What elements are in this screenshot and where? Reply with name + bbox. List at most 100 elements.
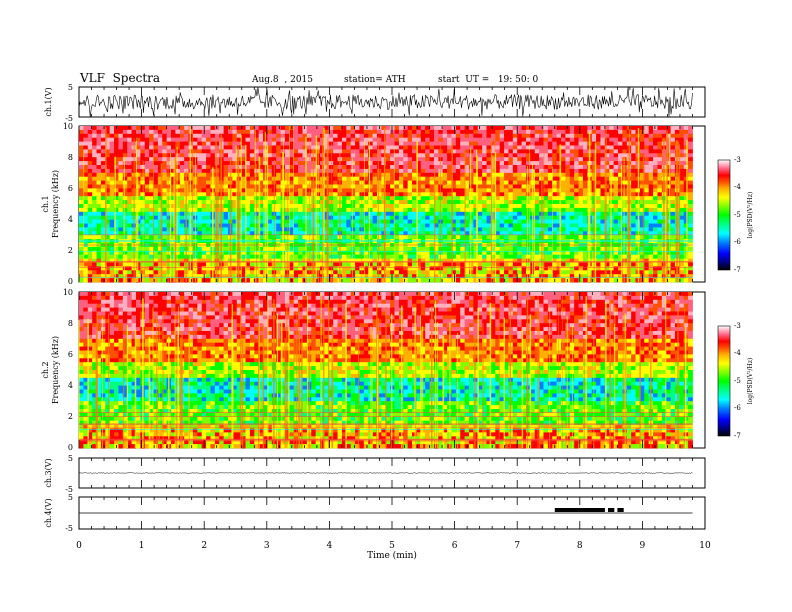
spectrogram-cell: [249, 129, 255, 135]
spectrogram-cell: [582, 165, 588, 170]
spectrogram-cell: [653, 223, 658, 228]
spectrogram-cell: [92, 219, 97, 224]
spectrogram-cell: [171, 180, 176, 185]
spectrogram-cell: [206, 172, 211, 178]
spectrogram-cell: [499, 254, 505, 259]
spectrogram-cell: [412, 219, 417, 224]
spectrogram-cell: [109, 176, 115, 181]
spectrogram-cell: [341, 235, 347, 240]
spectrogram-cell: [302, 176, 308, 181]
spectrogram-cell: [149, 157, 154, 162]
spectrogram-cell: [96, 211, 102, 217]
spectrogram-cell: [412, 223, 417, 228]
spectrogram-cell: [631, 172, 636, 178]
spectrogram-cell: [631, 231, 636, 236]
spectrogram-cell: [644, 168, 650, 174]
spectrogram-cell: [100, 215, 106, 220]
spectrogram-cell: [482, 168, 487, 174]
spectrogram-cell: [149, 262, 154, 267]
spectrogram-cell: [293, 176, 299, 181]
spectrogram-cell: [232, 250, 238, 256]
spectrogram-cell: [87, 145, 93, 150]
spectrogram-cell: [512, 254, 518, 259]
spectrogram-cell: [192, 145, 198, 150]
spectrogram-cell: [631, 137, 636, 142]
spectrogram-cell: [508, 176, 514, 181]
spectrogram-cell: [604, 204, 610, 209]
spectrogram-cell: [604, 126, 610, 131]
spectrogram-cell: [631, 165, 636, 170]
spectrogram-cell: [412, 149, 417, 154]
spectrogram-cell: [574, 141, 579, 146]
spectrogram-cell: [596, 246, 601, 252]
spectrogram-cell: [631, 207, 636, 213]
spectrogram-cell: [473, 176, 479, 181]
spectrogram-cell: [412, 129, 417, 135]
spectrogram-cell: [127, 168, 132, 174]
spectrogram-cell: [346, 211, 352, 217]
spectrogram-cell: [569, 250, 575, 256]
spectrogram-cell: [87, 192, 93, 197]
spectrogram-cell: [412, 246, 417, 252]
spectrogram-cell: [127, 184, 132, 189]
spectrogram-cell: [153, 192, 159, 197]
spectrogram-cell: [355, 246, 360, 252]
spectrogram-cell: [197, 145, 203, 150]
spectrogram-cell: [403, 161, 409, 166]
spectrogram-cell: [412, 184, 417, 189]
spectrogram-cell: [569, 219, 575, 224]
spectrogram-cell: [670, 168, 676, 174]
spectrogram-cell: [109, 196, 115, 201]
spectrogram-cell: [149, 219, 154, 224]
spectrogram-cell: [372, 188, 378, 193]
spectrogram-cell: [596, 141, 601, 146]
spectrogram-cell: [162, 165, 168, 170]
spectrogram-cell: [162, 235, 168, 240]
spectrogram-cell: [666, 254, 671, 259]
spectrogram-cell: [105, 157, 111, 162]
spectrogram-cell: [206, 184, 211, 189]
spectrogram-cell: [613, 188, 619, 193]
spectrogram-cell: [162, 129, 168, 135]
spectrogram-cell: [192, 137, 198, 142]
spectrogram-cell: [508, 149, 514, 154]
spectrogram-cell: [429, 235, 435, 240]
spectrogram-cell: [403, 180, 409, 185]
spectrogram-cell: [490, 145, 496, 150]
spectrogram-cell: [499, 215, 505, 220]
spectrogram-cell: [179, 204, 185, 209]
spectrogram-cell: [157, 188, 163, 193]
spectrogram-cell: [617, 227, 623, 232]
spectrogram-cell: [657, 165, 663, 170]
spectrogram-cell: [162, 172, 168, 178]
spectrogram-cell: [162, 231, 168, 236]
spectrogram-cell: [267, 231, 273, 236]
spectrogram-cell: [241, 246, 246, 252]
spectrogram-cell: [306, 262, 312, 267]
spectrogram-cell: [561, 184, 566, 189]
spectrogram-cell: [236, 161, 242, 166]
spectrogram-cell: [105, 207, 111, 213]
spectrogram-cell: [289, 176, 295, 181]
spectrogram-cell: [381, 231, 387, 236]
spectrogram-cell: [92, 223, 97, 228]
spectrogram-cell: [201, 157, 207, 162]
spectrogram-cell: [604, 246, 610, 252]
spectrogram-cell: [144, 250, 150, 256]
spectrogram-cell: [653, 161, 658, 166]
spectrogram-cell: [504, 188, 509, 193]
spectrogram-cell: [534, 126, 540, 131]
spectrogram-cell: [407, 188, 413, 193]
spectrogram-cell: [166, 126, 172, 131]
spectrogram-cell: [381, 227, 387, 232]
spectrogram-cell: [442, 262, 448, 267]
spectrogram-cell: [556, 250, 562, 256]
spectrogram-cell: [149, 176, 154, 181]
spectrogram-cell: [223, 126, 229, 131]
spectrogram-cell: [355, 137, 360, 142]
spectrogram-cell: [271, 157, 277, 162]
spectrogram-cell: [241, 223, 246, 228]
spectrogram-cell: [517, 250, 522, 256]
spectrogram-cell: [512, 129, 518, 135]
spectrogram-cell: [639, 133, 645, 139]
